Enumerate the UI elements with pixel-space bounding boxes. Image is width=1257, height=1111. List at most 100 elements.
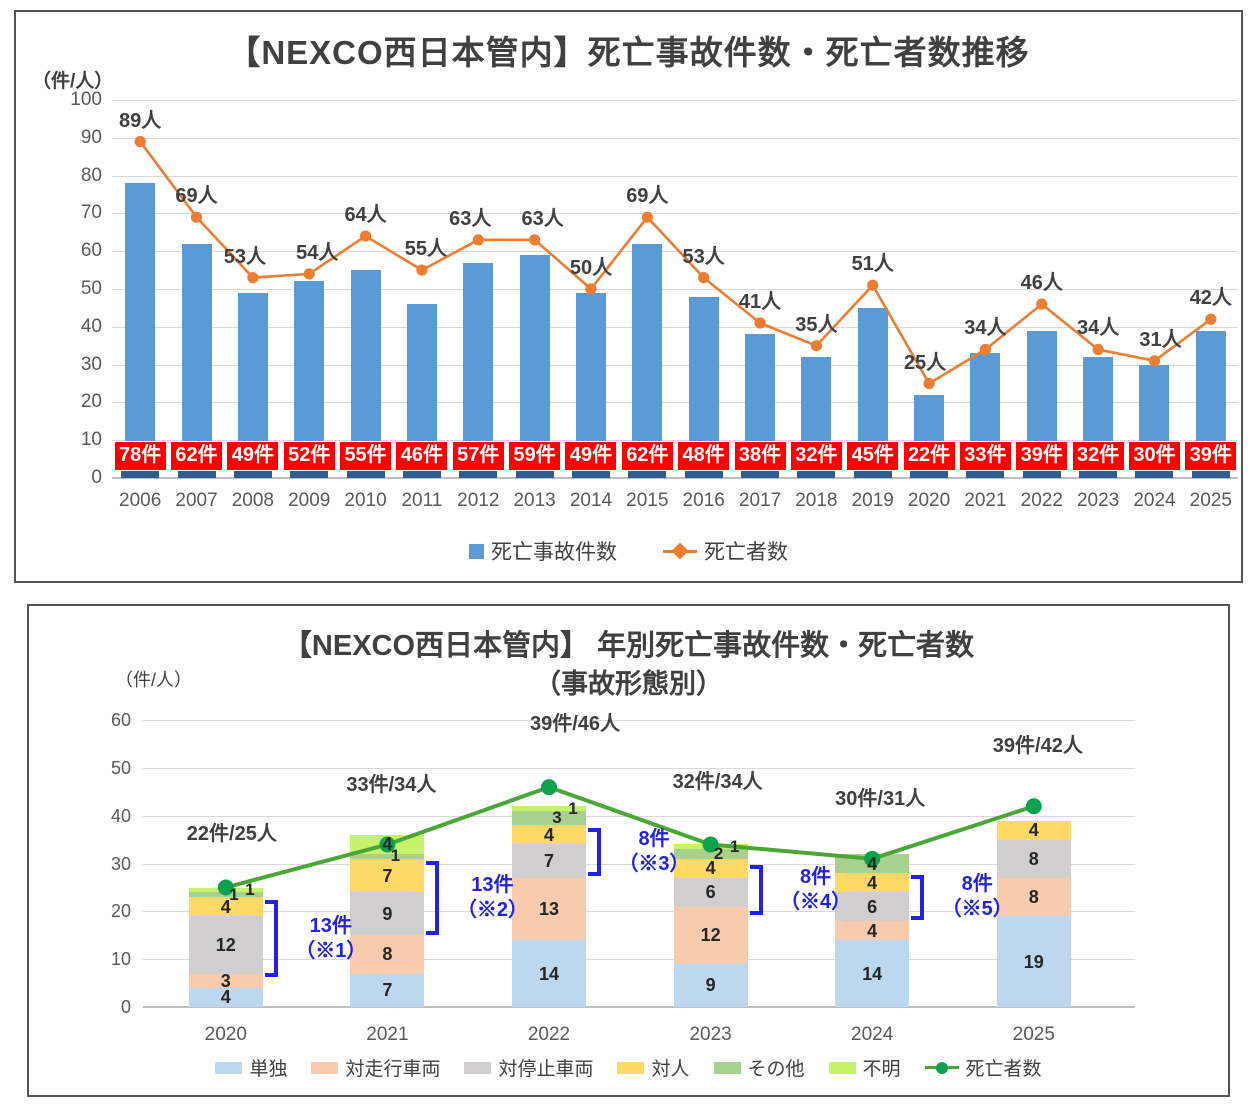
stack-segment-単独-2022 (512, 940, 586, 1007)
accident-count-badge-2021: 33件 (958, 441, 1012, 471)
annotation-count: 13件 (309, 914, 352, 937)
y-axis-tick-30: 30 (110, 853, 131, 874)
gridline-y100 (112, 100, 1238, 101)
stack-segment-対走行車両-2020 (188, 973, 263, 988)
total-label-2024: 30件/31人 (835, 788, 926, 811)
x-axis-label-2020: 2020 (907, 490, 951, 511)
stack-segment-対人-2021 (350, 858, 425, 893)
total-label-2020: 22件/25人 (186, 822, 277, 845)
stack-segment-対停止車両-2022 (512, 844, 586, 878)
deaths-marker-2021 (379, 836, 396, 853)
segment-label-不明-2021: 4 (382, 834, 393, 855)
x-axis-label-2023: 2023 (689, 1024, 732, 1045)
x-axis-label-2025: 2025 (1189, 490, 1232, 511)
annotation-label-4: 8件 （※4） (771, 865, 861, 915)
total-label-2025: 39件/42人 (992, 735, 1083, 757)
y-axis-tick-10: 10 (110, 949, 131, 970)
deaths-label-2021: 34人 (964, 317, 1007, 340)
bar-2007 (181, 243, 212, 478)
x-axis-label-2021: 2021 (964, 490, 1007, 511)
segment-label-対走行車両-2022: 13 (538, 899, 560, 919)
accident-count-badge-2014: 49件 (564, 441, 618, 471)
stack-segment-対走行車両-2025 (996, 877, 1071, 917)
x-axis-label-2013: 2013 (513, 490, 556, 511)
y-axis-tick-10: 10 (80, 429, 102, 451)
gridline-y60 (143, 720, 1135, 722)
gridline-y10 (112, 440, 1238, 442)
total-label-2023: 32件/34人 (672, 770, 763, 793)
bar-stub-2023 (1079, 471, 1118, 478)
stack-segment-単独-2023 (673, 963, 748, 1007)
accident-count-badge-2018: 32件 (789, 441, 843, 471)
deaths-marker-2020 (217, 879, 234, 896)
x-axis-label-2022: 2022 (527, 1024, 571, 1045)
accident-count-badge-2024: 30件 (1127, 441, 1181, 471)
annotation-note: （※5） (941, 898, 1013, 921)
deaths-marker-2012 (472, 234, 484, 246)
y-axis-tick-0: 0 (91, 467, 102, 488)
deaths-label-2006: 89人 (119, 109, 162, 132)
annotation-label-5: 8件 （※5） (932, 872, 1022, 922)
bar-stub-2020 (910, 471, 949, 478)
swatch-対停止車両 (464, 1061, 492, 1074)
accident-count-badge-2020: 22件 (902, 441, 956, 471)
accident-count-badge-2008: 49件 (226, 441, 280, 471)
legend-item-その他: その他 (713, 1054, 805, 1081)
segment-label-その他-2023: 2 (713, 844, 724, 864)
bottom-chart-legend: 単独 対走行車両 対停止車両 対人 その他 不明 死亡者数 (29, 1054, 1228, 1081)
gridline-y80 (112, 175, 1238, 177)
accident-count-badge-2013: 59件 (508, 441, 562, 471)
legend-item-deaths: 死亡者数 (924, 1054, 1042, 1081)
stack-segment-対人-2020 (188, 897, 263, 917)
deaths-line-path (139, 140, 1212, 386)
x-axis-label-2007: 2007 (175, 490, 218, 511)
legend-label-対人: 対人 (651, 1059, 690, 1080)
deaths-marker-2021 (979, 343, 992, 356)
swatch-不明 (828, 1061, 856, 1074)
segment-label-対走行車両-2023: 12 (700, 925, 721, 946)
x-axis-label-2006: 2006 (119, 490, 162, 511)
y-axis-tick-50: 50 (110, 758, 131, 778)
deaths-label-2009: 54人 (296, 241, 339, 264)
stack-segment-単独-2024 (835, 940, 910, 1007)
legend-label-単独: 単独 (249, 1059, 288, 1080)
bottom-chart-plot-area: 0 10 20 30 40 50 60 4 3 12 4 1 1 7 8 9 7 1 4 14 13 7 4 3 1 9 12 6 4 2… (29, 606, 1228, 1095)
stack-segment-対停止車両-2025 (996, 839, 1071, 878)
gridline-y20 (143, 911, 1135, 913)
annotation-count: 13件 (471, 874, 514, 897)
deaths-line-bottom (217, 779, 1042, 896)
deaths-marker-2024 (864, 850, 881, 867)
gridline-y30 (112, 364, 1238, 366)
segment-label-単独-2025: 19 (1023, 951, 1044, 972)
y-axis-tick-90: 90 (80, 126, 102, 148)
legend-item-対人: 対人 (617, 1054, 690, 1081)
bar-stub-2007 (177, 471, 216, 478)
bar-stub-2024 (1135, 471, 1174, 478)
annotation-count: 8件 (800, 865, 832, 888)
annotation-label-1: 13件 （※1） (286, 914, 376, 964)
deaths-marker-2022 (541, 779, 557, 796)
y-axis-tick-60: 60 (110, 710, 131, 731)
bar-stub-2011 (402, 471, 441, 478)
gridline-y90 (112, 137, 1238, 139)
accident-type-breakdown-chart-panel: 【NEXCO西日本管内】 年別死亡事故件数・死亡者数 （事故形態別） （件/人）… (27, 604, 1230, 1097)
total-label-2022: 39件/46人 (529, 713, 621, 736)
deaths-marker-2010 (359, 230, 372, 242)
legend-label-deaths: 死亡者数 (704, 541, 788, 564)
segment-label-対人-2022: 4 (543, 824, 554, 845)
segment-label-不明-2023: 1 (729, 836, 740, 856)
gridline-y40 (112, 326, 1238, 328)
accident-count-badge-2012: 57件 (451, 441, 505, 471)
deaths-label-2020: 25人 (903, 351, 947, 374)
deaths-label-2023: 34人 (1077, 317, 1120, 340)
deaths-label-2012: 63人 (449, 207, 492, 230)
segment-label-単独-2021: 7 (382, 980, 393, 1001)
stack-segment-対人-2025 (996, 820, 1071, 840)
annotation-count: 8件 (961, 873, 993, 896)
y-axis-tick-80: 80 (80, 164, 102, 186)
stack-segment-その他-2022 (512, 811, 586, 826)
annotation-label-3: 8件 （※3） (609, 827, 699, 877)
deaths-marker-2019 (867, 279, 879, 291)
deaths-marker-2014 (585, 283, 597, 295)
